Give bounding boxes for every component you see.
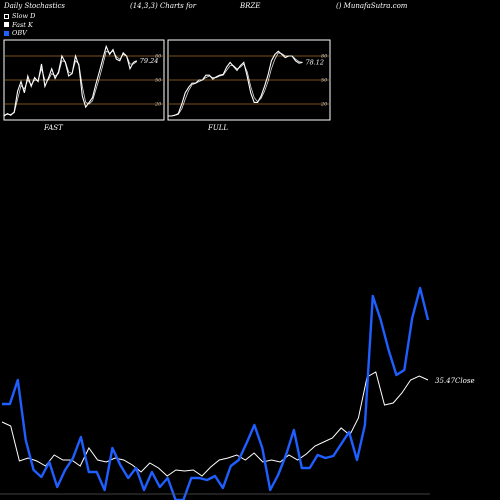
full-level-tick-label: 50 <box>321 78 328 84</box>
close-value-label: 35.47Close <box>435 377 475 385</box>
legend-swatch-icon <box>4 30 9 36</box>
chart-title: Daily Stochastics <box>4 2 66 10</box>
legend-swatch-icon <box>4 22 9 28</box>
fast-level-tick-label: 80 <box>155 54 162 60</box>
fast-panel-caption: FAST <box>44 124 63 132</box>
full-panel-caption: FULL <box>208 124 229 132</box>
chart-symbol: BRZE <box>240 2 261 10</box>
legend-label: Fast K <box>12 20 33 29</box>
full-stoch-series-line <box>168 52 303 117</box>
fast-level-tick-label: 50 <box>155 78 162 84</box>
legend-item-slow-d: Slow D <box>4 12 35 21</box>
chart-legend: Slow D Fast K OBV <box>4 12 35 38</box>
full-last-value-label: 78.12 <box>305 58 324 66</box>
obv-line <box>2 286 430 500</box>
legend-swatch-icon <box>4 13 9 19</box>
legend-item-obv: OBV <box>4 29 35 38</box>
close-price-line <box>1 371 429 477</box>
legend-label: OBV <box>12 29 27 37</box>
fast-level-tick-label: 20 <box>154 102 162 108</box>
legend-item-fast-k: Fast K <box>4 21 35 30</box>
fast-stoch-series-line <box>3 50 138 116</box>
site-credit: () MunafaSutra.com <box>336 2 408 10</box>
legend-label: Slow D <box>12 12 36 20</box>
full-level-tick-label: 80 <box>321 54 328 60</box>
fast-last-value-label: 79.24 <box>140 57 159 65</box>
full-level-tick-label: 20 <box>320 102 328 108</box>
chart-params: (14,3,3) Charts for <box>130 2 197 10</box>
